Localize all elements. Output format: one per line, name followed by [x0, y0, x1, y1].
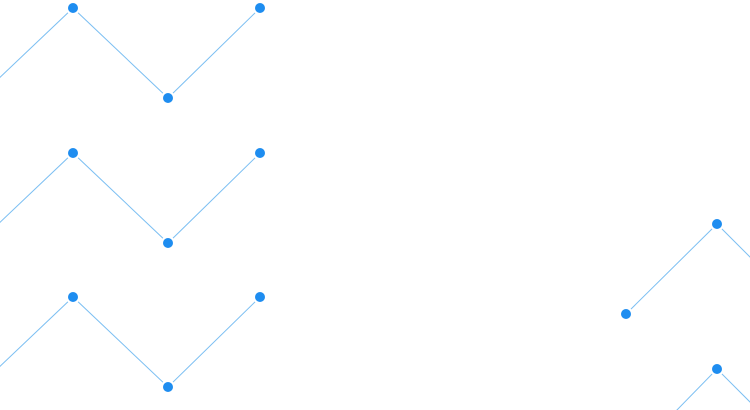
zigzag-line [676, 368, 750, 410]
zigzag-line [625, 223, 750, 315]
zigzag-row [0, 1, 267, 105]
node-dot [253, 146, 267, 160]
node-dot [161, 91, 175, 105]
node-dot [710, 362, 724, 376]
zigzag-row [0, 146, 267, 250]
node-dot [253, 290, 267, 304]
zigzag-line [0, 7, 261, 99]
node-dot [161, 236, 175, 250]
node-dot [710, 217, 724, 231]
node-dot [66, 146, 80, 160]
node-dot [253, 1, 267, 15]
zigzag-line [0, 152, 261, 244]
zigzag-right [619, 217, 750, 321]
node-dot [619, 307, 633, 321]
zigzag-line [0, 296, 261, 388]
node-dot [161, 380, 175, 394]
zigzag-row [0, 290, 267, 394]
zigzag-right [676, 362, 750, 410]
node-dot [66, 290, 80, 304]
node-dot [66, 1, 80, 15]
